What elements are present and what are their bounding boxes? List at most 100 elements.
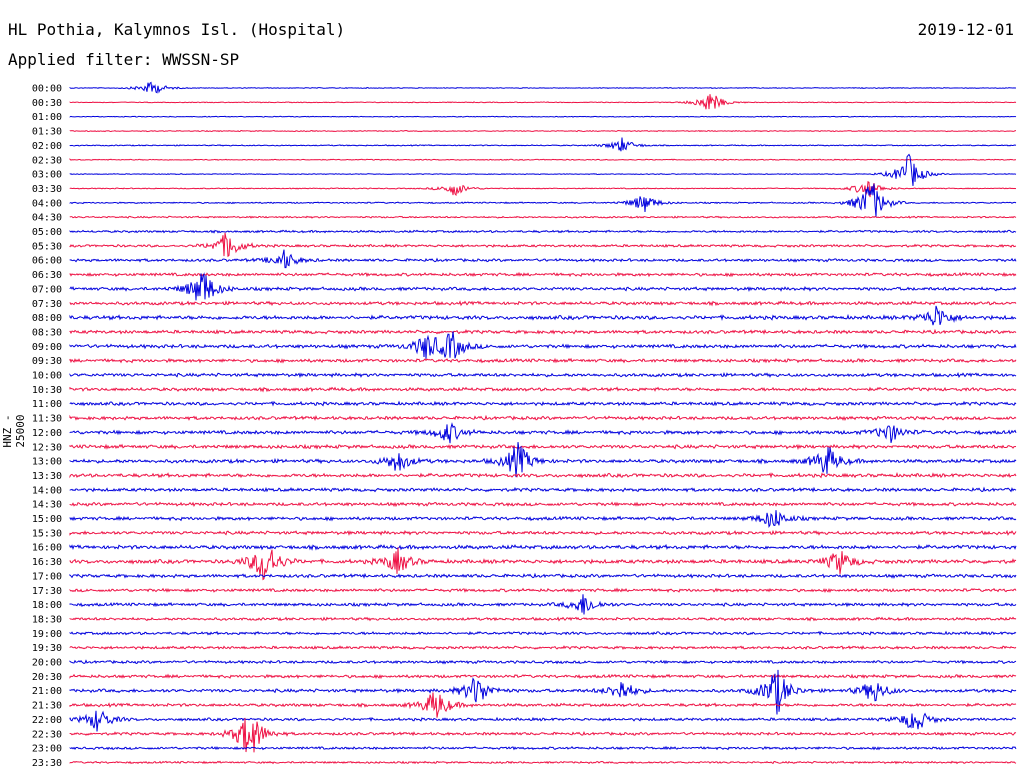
trace-line (69, 183, 1017, 217)
row-time-label: 18:30 (32, 614, 62, 625)
row-time-label: 20:00 (32, 658, 62, 669)
row-time-label: 13:30 (32, 471, 62, 482)
trace-line (69, 305, 1017, 326)
row-time-label: 09:30 (32, 356, 62, 367)
trace-line (69, 331, 1017, 359)
trace-line (69, 443, 1017, 451)
row-time-label: 11:30 (32, 414, 62, 425)
row-time-label: 04:30 (32, 213, 62, 224)
row-time-label: 19:30 (32, 643, 62, 654)
row-time-label: 03:00 (32, 170, 62, 181)
trace-line (69, 594, 1017, 615)
trace-line (69, 501, 1017, 508)
trace-line (69, 543, 1017, 551)
trace-line (69, 630, 1017, 636)
trace-line (69, 372, 1017, 379)
trace-line (69, 181, 1017, 198)
trace-line (69, 115, 1017, 118)
trace-line (69, 645, 1017, 651)
row-time-label: 00:00 (32, 84, 62, 95)
row-time-label: 23:30 (32, 758, 62, 769)
row-time-label: 15:00 (32, 514, 62, 525)
trace-line (69, 659, 1017, 665)
trace-line (69, 486, 1017, 493)
row-time-label: 17:00 (32, 571, 62, 582)
row-time-label: 12:30 (32, 442, 62, 453)
trace-line (69, 357, 1017, 364)
trace-line (69, 510, 1017, 528)
row-time-label: 13:00 (32, 457, 62, 468)
filter-label: Applied filter: WWSSN-SP (8, 50, 240, 69)
trace-line (69, 717, 1017, 753)
row-time-label: 08:00 (32, 313, 62, 324)
trace-line (69, 272, 1017, 301)
row-time-label: 18:00 (32, 600, 62, 611)
trace-line (69, 249, 1017, 269)
trace-line (69, 271, 1017, 278)
trace-line (69, 158, 1017, 161)
row-time-label: 11:00 (32, 399, 62, 410)
row-time-label: 14:30 (32, 500, 62, 511)
station-title: HL Pothia, Kalymnos Isl. (Hospital) (8, 20, 346, 39)
row-time-label: 17:30 (32, 586, 62, 597)
row-time-label: 10:00 (32, 371, 62, 382)
row-time-label: 07:00 (32, 284, 62, 295)
trace-line (69, 400, 1017, 407)
row-time-label: 22:00 (32, 715, 62, 726)
trace-line (69, 547, 1017, 581)
row-time-label: 09:00 (32, 342, 62, 353)
row-time-label: 01:00 (32, 112, 62, 123)
trace-line (69, 386, 1017, 393)
row-time-label: 06:30 (32, 270, 62, 281)
row-time-label: 23:00 (32, 744, 62, 755)
row-time-label: 10:30 (32, 385, 62, 396)
row-time-label: 06:00 (32, 256, 62, 267)
row-time-label: 02:30 (32, 155, 62, 166)
trace-line (69, 710, 1017, 732)
trace-line (69, 472, 1017, 479)
row-time-label: 08:30 (32, 327, 62, 338)
row-time-label: 00:30 (32, 98, 62, 109)
row-time-label: 14:00 (32, 485, 62, 496)
trace-line (69, 616, 1017, 622)
row-time-label: 01:30 (32, 127, 62, 138)
trace-line (69, 760, 1017, 765)
row-time-label: 16:00 (32, 543, 62, 554)
row-time-label: 12:00 (32, 428, 62, 439)
trace-line (69, 422, 1017, 444)
trace-line (69, 745, 1017, 751)
trace-line (69, 153, 1017, 186)
row-time-label: 02:00 (32, 141, 62, 152)
trace-line (69, 232, 1017, 258)
trace-line (69, 673, 1017, 680)
date-label: 2019-12-01 (917, 20, 1014, 39)
trace-line (69, 442, 1017, 478)
row-time-label: 03:30 (32, 184, 62, 195)
trace-line (69, 229, 1017, 234)
row-time-label: 04:00 (32, 198, 62, 209)
trace-line (69, 572, 1017, 579)
trace-line (69, 692, 1017, 718)
row-time-label: 16:30 (32, 557, 62, 568)
trace-line (69, 529, 1017, 536)
trace-line (69, 215, 1017, 219)
row-time-label: 07:30 (32, 299, 62, 310)
row-time-label: 22:30 (32, 729, 62, 740)
trace-line (69, 137, 1017, 152)
trace-line (69, 328, 1017, 335)
row-time-label: 05:30 (32, 241, 62, 252)
trace-line (69, 414, 1017, 421)
trace-line (69, 669, 1017, 715)
trace-line (69, 81, 1017, 94)
row-time-label: 19:00 (32, 629, 62, 640)
trace-line (69, 94, 1017, 110)
trace-line (69, 587, 1017, 593)
row-time-label: 21:00 (32, 686, 62, 697)
trace-line (69, 129, 1017, 133)
trace-line (69, 300, 1017, 307)
row-time-label: 20:30 (32, 672, 62, 683)
row-time-label: 21:30 (32, 701, 62, 712)
row-time-label: 15:30 (32, 528, 62, 539)
row-time-label: 05:00 (32, 227, 62, 238)
